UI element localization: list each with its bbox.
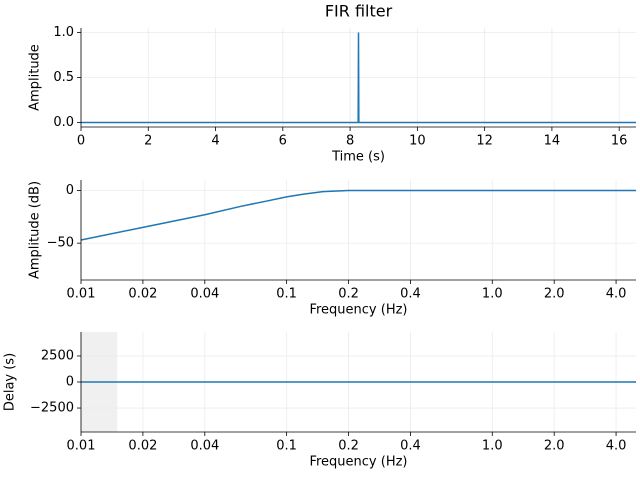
x-tick-label: 4.0 [606,439,627,454]
x-tick-label: 2.0 [544,287,565,302]
x-axis-label: Frequency (Hz) [309,455,407,470]
x-tick-label: 0.02 [128,287,157,302]
y-tick-label: −50 [47,236,74,251]
x-tick-label: 0.01 [67,287,96,302]
y-tick-label: 1.0 [53,25,74,40]
x-tick-label: 2 [144,134,152,149]
x-tick-label: 1.0 [482,287,503,302]
x-tick-label: 0.02 [128,439,157,454]
y-tick-label: 2500 [41,348,74,363]
x-tick-label: 1.0 [482,439,503,454]
x-tick-label: 16 [611,134,628,149]
x-axis-label: Frequency (Hz) [309,303,407,318]
x-tick-label: 4 [211,134,219,149]
y-tick-label: 0.0 [53,115,74,130]
y-tick-label: 0 [66,375,74,390]
x-tick-label: 0 [77,134,85,149]
x-tick-label: 0.4 [400,287,421,302]
data-line [80,189,636,241]
x-tick-label: 4.0 [606,287,627,302]
x-tick-label: 0.2 [338,287,359,302]
x-tick-label: 2.0 [544,439,565,454]
x-tick-label: 8 [346,134,354,149]
y-tick-label: 0.5 [53,70,74,85]
x-tick-label: 6 [279,134,287,149]
x-tick-label: 12 [476,134,493,149]
x-tick-label: 0.1 [276,287,297,302]
x-axis-label: Time (s) [331,150,385,165]
x-tick-label: 0.04 [190,439,219,454]
x-tick-label: 10 [409,134,426,149]
y-axis-label: Amplitude [28,44,43,111]
x-tick-label: 0.2 [338,439,359,454]
x-tick-label: 14 [544,134,561,149]
y-tick-label: 0 [66,183,74,198]
y-tick-label: −2500 [30,401,74,416]
data-line [81,32,636,124]
x-tick-label: 0.1 [276,439,297,454]
y-axis-label: Amplitude (dB) [28,181,43,279]
chart-title: FIR filter [325,2,393,21]
y-axis-label: Delay (s) [3,353,18,411]
x-tick-label: 0.04 [190,287,219,302]
x-tick-label: 0.01 [67,439,96,454]
x-tick-label: 0.4 [400,439,421,454]
